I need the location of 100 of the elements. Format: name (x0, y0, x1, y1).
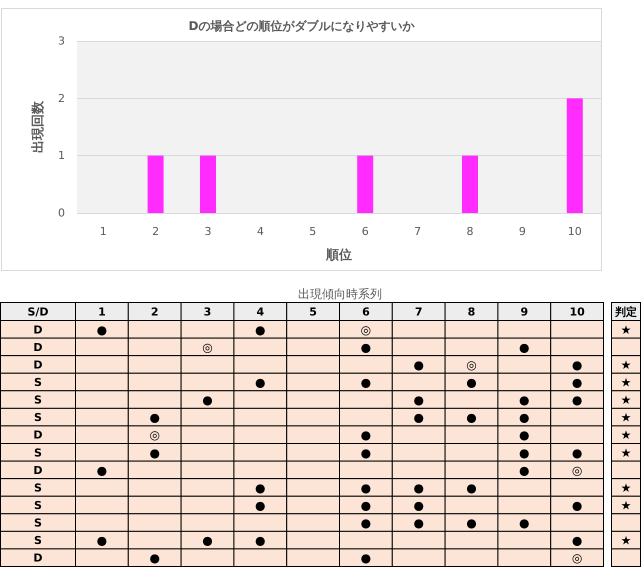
chart-title: 出現傾向時系列 (298, 287, 382, 301)
text: ◎ (466, 358, 477, 372)
text: ★ (620, 393, 632, 408)
text: ● (360, 498, 372, 512)
x-tick-label: 4 (256, 306, 264, 318)
y-axis-title: 出現回数 (31, 100, 46, 153)
text: ● (519, 516, 530, 530)
y-tick-label: S (34, 534, 42, 548)
text: ● (360, 516, 372, 530)
text: ● (519, 393, 530, 408)
text: ★ (620, 446, 632, 460)
text: ● (360, 376, 372, 390)
text: ◎ (572, 463, 582, 478)
y-tick-label: S (34, 481, 42, 494)
text: ◎ (149, 428, 160, 442)
chart-title: Dの場合どの順位がダブルになりやすいか (188, 19, 416, 33)
y-axis-title: S/D (27, 306, 49, 318)
text: ★ (620, 534, 632, 548)
text: ★ (620, 498, 632, 512)
text: ● (360, 480, 372, 495)
y-tick-label: D (33, 358, 43, 372)
x-tick-label: 3 (204, 306, 212, 318)
x-tick-label: 9 (520, 306, 528, 318)
x-tick-label: 5 (309, 225, 316, 238)
y-tick-label: 2 (58, 92, 65, 105)
y-tick-label: D (33, 340, 43, 354)
text: ● (413, 410, 424, 425)
text: ◎ (360, 322, 372, 337)
text: ★ (620, 358, 632, 372)
y-tick-label: S (34, 394, 42, 407)
y-tick-label: 0 (58, 206, 65, 220)
x-axis-title: 順位 (325, 248, 352, 263)
text: ● (466, 516, 477, 530)
text: ● (413, 498, 424, 512)
text: ● (519, 428, 530, 442)
text: ● (413, 358, 424, 372)
x-tick-label: 2 (152, 225, 160, 238)
text: ★ (620, 376, 632, 390)
text: ● (572, 393, 582, 408)
text: ◎ (202, 340, 213, 354)
x-tick-label: 5 (309, 306, 317, 318)
x-tick-label: 8 (466, 225, 474, 238)
text: ● (202, 534, 213, 548)
y-tick-label: S (34, 499, 42, 512)
y-tick-label: D (33, 323, 43, 336)
text: ● (466, 410, 477, 425)
text: ● (519, 410, 530, 425)
text: ★ (620, 428, 632, 442)
text: ● (360, 340, 372, 354)
y-tick-label: S (34, 446, 42, 460)
y-tick-label: S (34, 376, 42, 389)
x-tick-label: 判定 (614, 306, 637, 318)
text: ● (413, 393, 424, 408)
text: ● (466, 376, 477, 390)
text: ● (255, 322, 266, 337)
x-tick-label: 7 (414, 225, 422, 238)
y-tick-label: 3 (58, 34, 65, 48)
y-tick-label: D (33, 464, 43, 477)
y-tick-label: D (33, 552, 43, 565)
text: ● (360, 446, 372, 460)
text: ★ (620, 480, 632, 495)
x-tick-label: 10 (569, 306, 586, 318)
text: ● (466, 480, 477, 495)
text: ● (96, 534, 108, 548)
text: ★ (620, 410, 632, 425)
text: ● (360, 428, 372, 442)
x-tick-label: 3 (204, 225, 212, 238)
text: ● (149, 446, 160, 460)
x-tick-label: 6 (362, 225, 369, 238)
text: ● (572, 358, 582, 372)
text: ● (255, 376, 266, 390)
text: ● (255, 480, 266, 495)
x-tick-label: 1 (100, 225, 107, 238)
x-tick-label: 9 (518, 225, 526, 238)
x-tick-label: 7 (414, 306, 423, 318)
text: ● (572, 534, 582, 548)
x-tick-label: 2 (150, 306, 159, 318)
text: ● (519, 340, 530, 354)
text: ● (519, 463, 530, 478)
text: ● (572, 446, 582, 460)
text: ● (413, 480, 424, 495)
text: ● (149, 551, 160, 566)
x-tick-label: 1 (98, 306, 106, 318)
text: ● (255, 498, 266, 512)
text: ● (572, 498, 582, 512)
y-tick-label: S (34, 516, 42, 530)
text: ● (519, 446, 530, 460)
x-tick-label: 10 (568, 225, 582, 238)
y-tick-label: S (34, 411, 42, 424)
x-tick-label: 4 (256, 225, 264, 238)
y-tick-label: 1 (58, 149, 65, 162)
text: ● (202, 393, 213, 408)
y-tick-label: D (33, 428, 43, 442)
text: ● (255, 534, 266, 548)
text: ● (149, 410, 160, 425)
text: ★ (620, 322, 632, 337)
x-tick-label: 8 (468, 306, 476, 318)
text: ● (96, 463, 108, 478)
text: ● (96, 322, 108, 337)
text: ● (413, 516, 424, 530)
